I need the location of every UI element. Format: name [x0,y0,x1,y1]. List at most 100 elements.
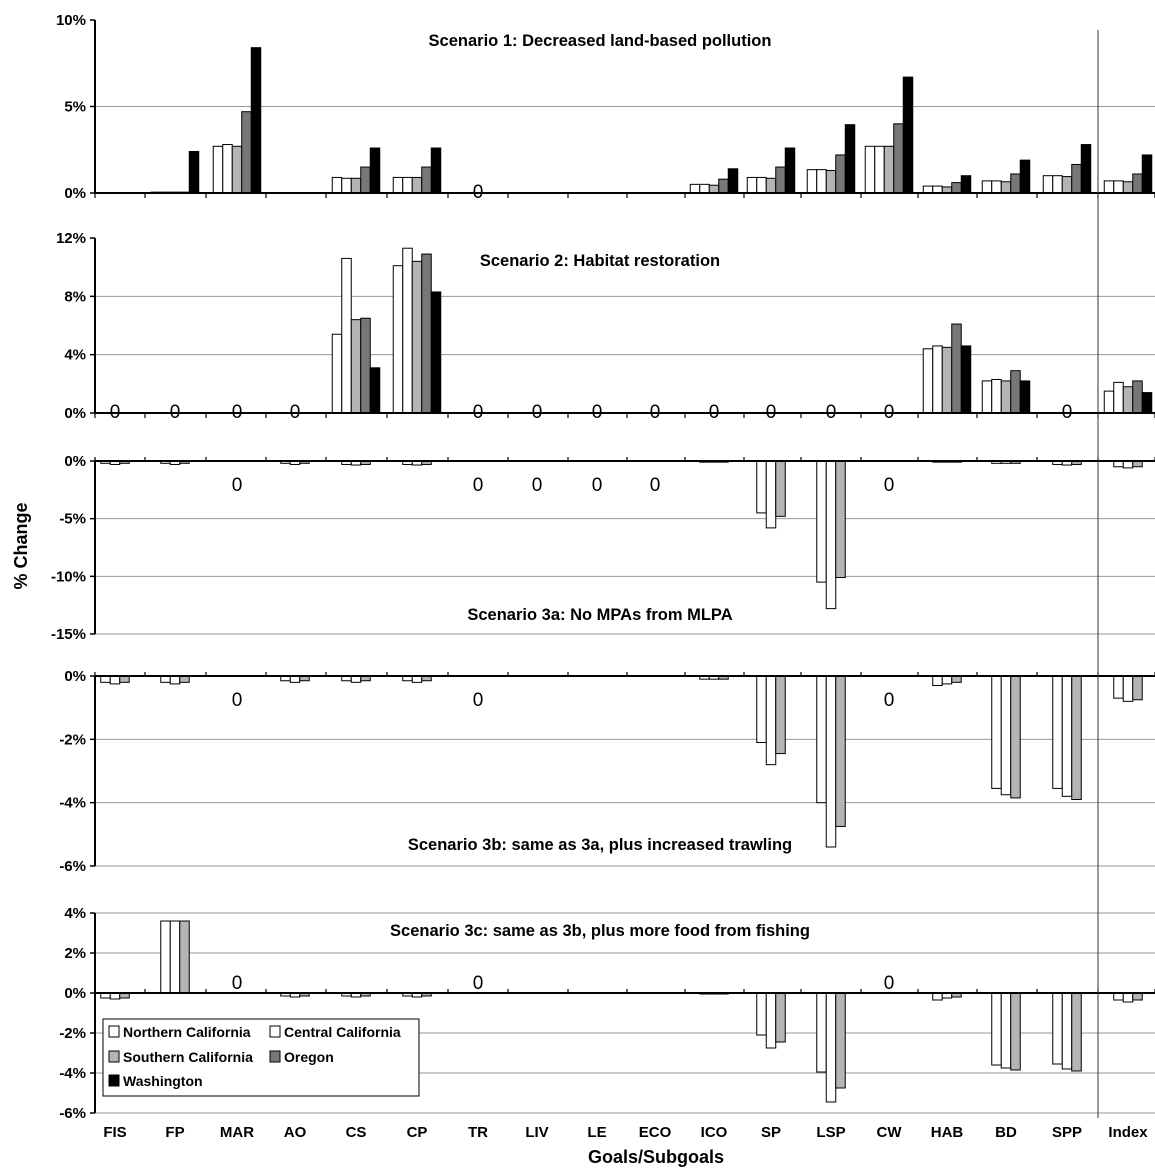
bar-HAB-5 [960,345,972,414]
y-tick-label: 8% [64,288,86,305]
legend-label: Northern California [123,1024,251,1040]
legend-swatch [108,1074,120,1087]
x-tick-label: LIV [525,1124,548,1141]
bar-CP-5 [430,291,442,414]
bar-FP-5 [188,150,200,194]
y-tick-label: 12% [56,230,86,247]
bar-BD-1 [981,380,993,414]
bar-CP-4 [421,253,432,414]
x-tick-label: CP [407,1124,428,1141]
panel-title: Scenario 2: Habitat restoration [480,252,720,270]
bar-CP-3 [411,260,423,414]
bar-SP-2 [765,675,777,766]
bar-LSP-4 [835,154,846,194]
y-tick-label: -4% [59,1065,86,1082]
bar-ICO-3 [708,184,720,194]
x-tick-label: MAR [220,1124,254,1141]
x-tick-label: Index [1108,1124,1148,1141]
bar-BD-3 [1000,380,1012,414]
bar-SPP-3 [1061,176,1073,194]
bar-CS-1 [331,176,343,194]
zero-label: 0 [884,475,895,496]
bar-MAR-4 [241,111,252,194]
x-tick-label: ICO [701,1124,728,1141]
bar-BD-3 [1010,675,1021,799]
panel-title: Scenario 3b: same as 3a, plus increased … [408,836,792,854]
x-tick-label: BD [995,1124,1017,1141]
bar-LSP-1 [816,992,827,1073]
bar-HAB-2 [932,345,943,414]
x-tick-label: ECO [639,1124,672,1141]
bar-FP-2 [169,920,181,994]
bar-SP-1 [756,460,767,514]
legend: Northern California Central California Sou… [102,1018,420,1097]
legend-swatch [269,1050,281,1063]
x-tick-label: LE [587,1124,606,1141]
bar-Index-3 [1132,992,1143,1001]
bar-BD-3 [1000,181,1012,194]
panel-title: Scenario 3a: No MPAs from MLPA [467,606,732,624]
bar-LSP-2 [816,169,827,194]
panel-title: Scenario 1: Decreased land-based polluti… [429,32,772,50]
x-axis-label: Goals/Subgoals [588,1147,724,1167]
bar-CW-5 [902,76,914,194]
x-tick-label: LSP [816,1124,845,1141]
bar-HAB-1 [922,348,934,414]
panel-4: 0% -2% -4% -6% 0 0 0 Scenario 3b: same as 3a, p… [59,668,1155,875]
bar-SP-5 [784,147,796,194]
bar-ICO-4 [718,178,729,194]
y-axis-label: % Change [11,502,31,589]
x-tick-label: CS [346,1124,367,1141]
bar-SP-3 [775,992,786,1043]
bar-LSP-1 [816,675,827,804]
bar-Index-3 [1122,181,1134,194]
bar-LSP-2 [825,460,837,610]
zero-label: 0 [884,973,895,994]
bar-FP-2 [169,675,181,685]
bar-Index-5 [1141,154,1153,194]
y-tick-label: -6% [59,1105,86,1122]
bar-CS-3 [350,177,362,194]
bar-CW-3 [883,145,895,194]
bar-CP-2 [402,176,413,194]
bar-SPP-3 [1071,675,1082,800]
y-tick-label: 10% [56,12,86,29]
zero-label: 0 [650,475,661,496]
bar-Index-3 [1122,386,1134,414]
x-tick-label: TR [468,1124,488,1141]
x-tick-label: AO [284,1124,307,1141]
bar-FIS-2 [109,675,121,685]
zero-label: 0 [232,475,243,496]
bar-Index-1 [1113,675,1124,699]
legend-label: Oregon [284,1049,334,1065]
bar-HAB-1 [922,185,934,194]
bar-Index-1 [1113,992,1124,1001]
bar-Index-2 [1122,992,1134,1003]
bar-SPP-4 [1071,163,1082,194]
x-tick-label: SP [761,1124,781,1141]
bar-Index-2 [1122,460,1134,469]
bar-ICO-1 [689,183,701,194]
bar-HAB-2 [941,675,953,685]
bar-CP-5 [430,147,442,194]
bar-SP-3 [775,460,786,517]
zero-label: 0 [232,973,243,994]
bar-HAB-4 [951,323,962,414]
bar-BD-1 [991,992,1002,1066]
y-tick-label: 0% [64,985,86,1002]
bar-BD-1 [991,675,1002,789]
legend-box [102,1018,420,1097]
bar-HAB-2 [932,185,943,194]
bar-SP-2 [765,460,777,529]
bar-CS-2 [341,177,352,194]
bar-CS-3 [350,319,362,414]
bar-SPP-1 [1042,175,1054,194]
bar-Index-1 [1103,390,1115,414]
bar-CP-2 [402,247,413,414]
bar-BD-2 [991,180,1002,194]
bar-SP-2 [765,992,777,1049]
bar-HAB-1 [932,675,943,686]
bar-BD-1 [981,180,993,194]
